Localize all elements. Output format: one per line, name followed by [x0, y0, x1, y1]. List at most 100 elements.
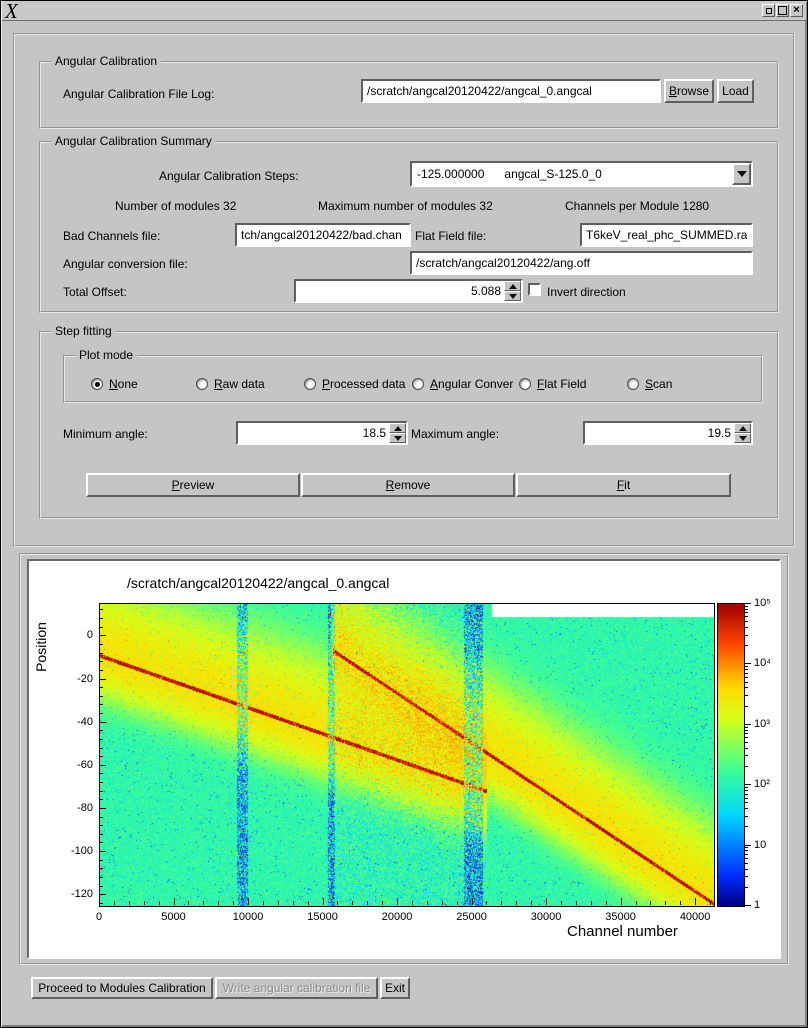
file-log-input[interactable] [361, 79, 661, 103]
conversion-file-input[interactable] [410, 251, 753, 275]
spin-up-button[interactable] [389, 423, 406, 433]
radio-processed-data-label: Processed data [322, 377, 405, 391]
total-offset-spinbox[interactable] [294, 279, 523, 303]
y-minor-tick-mark [99, 609, 103, 610]
x-tick-label: 35000 [599, 911, 643, 923]
colorbar-minor-tick-mark [745, 616, 748, 617]
x-minor-tick-mark [457, 901, 458, 905]
radio-scan[interactable]: Scan [627, 377, 672, 391]
minimize-button[interactable] [762, 4, 775, 17]
colorbar-minor-tick-mark [745, 876, 748, 877]
browse-button[interactable]: Browse [664, 79, 714, 103]
invert-direction-checkbox[interactable] [528, 283, 541, 296]
proceed-button[interactable]: Proceed to Modules Calibration [31, 977, 213, 999]
spin-down-button[interactable] [734, 433, 751, 443]
colorbar-minor-tick-mark [745, 682, 748, 683]
colorbar-minor-tick-mark [745, 635, 748, 636]
x-tick-mark [248, 898, 249, 905]
radio-angular-conversion-label: Angular Conver [430, 377, 513, 391]
colorbar-tick-label: 10⁵ [754, 597, 771, 609]
minimum-angle-input[interactable] [238, 423, 389, 443]
flat-field-input[interactable] [580, 223, 753, 247]
colorbar-minor-tick-mark [745, 787, 748, 788]
x-minor-tick-mark [501, 901, 502, 905]
y-minor-tick-mark [99, 618, 103, 619]
x-minor-tick-mark [591, 901, 592, 905]
maximum-angle-label: Maximum angle: [411, 427, 499, 441]
x-minor-tick-mark [337, 901, 338, 905]
y-minor-tick-mark [99, 773, 103, 774]
x-axis-label: Channel number [567, 923, 678, 940]
y-minor-tick-mark [99, 868, 103, 869]
x-tick-label: 15000 [301, 911, 345, 923]
x-tick-mark [99, 898, 100, 905]
conversion-file-label: Angular conversion file: [63, 257, 188, 271]
radio-raw-data[interactable]: Raw data [196, 377, 265, 391]
angular-calibration-legend: Angular Calibration [51, 54, 161, 68]
steps-combobox[interactable]: -125.000000 angcal_S-125.0_0 [410, 161, 753, 187]
radio-processed-data[interactable]: Processed data [304, 377, 405, 391]
minimize-icon [766, 8, 772, 14]
x-tick-mark [472, 898, 473, 905]
radio-none[interactable]: None [91, 377, 138, 391]
colorbar-tick-label: 10⁴ [754, 657, 771, 669]
channels-per-module-label: Channels per Module 1280 [565, 199, 709, 213]
radio-flat-field[interactable]: Flat Field [519, 377, 586, 391]
y-minor-tick-mark [99, 903, 103, 904]
y-minor-tick-mark [99, 730, 103, 731]
maximum-angle-input[interactable] [585, 423, 734, 443]
radio-angular-conversion[interactable]: Angular Conver [412, 377, 513, 391]
steps-label: Angular Calibration Steps: [159, 169, 298, 183]
spin-up-button[interactable] [504, 281, 521, 291]
x-minor-tick-mark [576, 901, 577, 905]
maximize-icon [778, 6, 787, 15]
x-minor-tick-mark [144, 901, 145, 905]
minimum-angle-spinbox[interactable] [236, 421, 408, 445]
x-minor-tick-mark [486, 901, 487, 905]
combo-dropdown-button[interactable] [732, 163, 751, 185]
minimum-angle-label: Minimum angle: [63, 427, 148, 441]
colorbar-minor-tick-mark [745, 887, 748, 888]
x-minor-tick-mark [412, 901, 413, 905]
y-minor-tick-mark [99, 653, 103, 654]
total-offset-label: Total Offset: [63, 285, 127, 299]
angular-calibration-summary-group: Angular Calibration Summary Angular Cali… [39, 141, 779, 313]
radio-icon [91, 378, 103, 390]
write-file-button[interactable]: Write angular calibration file [215, 977, 378, 999]
spin-down-button[interactable] [504, 291, 521, 301]
x-minor-tick-mark [680, 901, 681, 905]
x-tick-mark [323, 898, 324, 905]
angular-calibration-group: Angular Calibration Angular Calibration … [39, 61, 779, 129]
invert-direction-label: Invert direction [547, 285, 626, 299]
total-offset-input[interactable] [296, 281, 504, 301]
colorbar-minor-tick-mark [745, 606, 748, 607]
colorbar-minor-tick-mark [745, 645, 748, 646]
colorbar-minor-tick-mark [745, 727, 748, 728]
y-minor-tick-mark [99, 834, 103, 835]
arrow-up-icon [739, 426, 747, 431]
modules-count-label: Number of modules 32 [115, 199, 236, 213]
colorbar-minor-tick-mark [745, 863, 748, 864]
fit-button[interactable]: Fit [516, 473, 731, 497]
radio-raw-data-label: Raw data [214, 377, 265, 391]
x-minor-tick-mark [636, 901, 637, 905]
spin-down-button[interactable] [389, 433, 406, 443]
remove-button[interactable]: Remove [301, 473, 515, 497]
bad-channels-input[interactable] [235, 223, 411, 247]
plot-mode-group: Plot mode None Raw data Processed data A… [63, 355, 763, 403]
close-button[interactable]: × [790, 4, 803, 17]
step-fitting-legend: Step fitting [51, 324, 116, 338]
colorbar-minor-tick-mark [745, 869, 748, 870]
x-minor-tick-mark [278, 901, 279, 905]
y-minor-tick-mark [99, 817, 103, 818]
exit-button[interactable]: Exit [380, 977, 410, 999]
spin-up-button[interactable] [734, 423, 751, 433]
preview-button[interactable]: Preview [86, 473, 300, 497]
x-minor-tick-mark [665, 901, 666, 905]
colorbar-tick-label: 1 [754, 899, 760, 911]
arrow-down-icon [509, 294, 517, 299]
maximum-angle-spinbox[interactable] [583, 421, 753, 445]
maximize-button[interactable] [776, 4, 789, 17]
load-button[interactable]: Load [717, 79, 754, 103]
colorbar-minor-tick-mark [745, 612, 748, 613]
